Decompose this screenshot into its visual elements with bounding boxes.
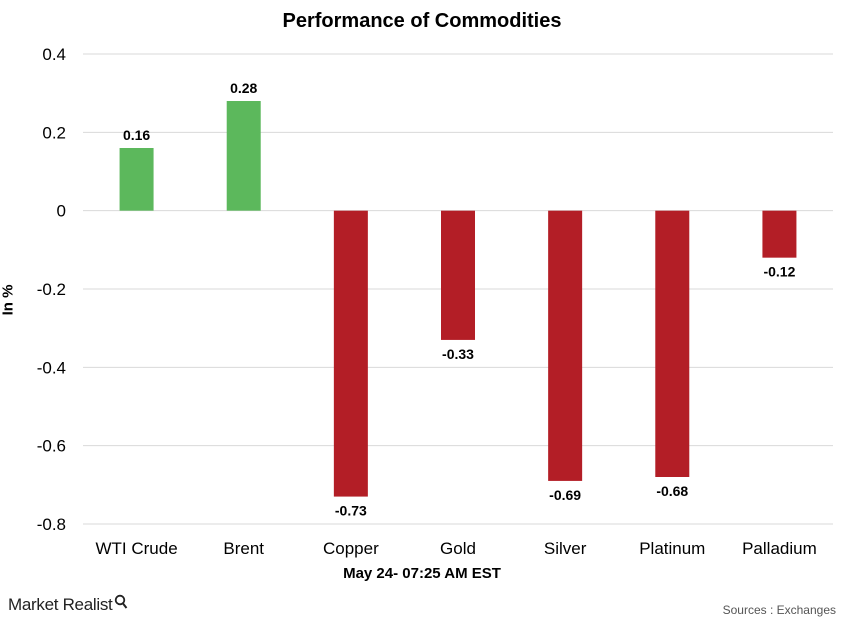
data-label: -0.69 <box>549 487 581 503</box>
x-tick-label: Silver <box>544 539 587 558</box>
bar <box>762 210 797 258</box>
bar <box>226 101 261 211</box>
x-tick-label: Gold <box>440 539 476 558</box>
magnifier-icon <box>114 594 128 615</box>
y-tick-label: -0.4 <box>37 358 66 377</box>
bar <box>441 210 475 340</box>
source-note: Sources : Exchanges <box>722 603 836 617</box>
bar <box>119 148 154 211</box>
x-tick-label: Copper <box>323 539 379 558</box>
y-tick-label: -0.6 <box>37 437 66 456</box>
data-label: 0.28 <box>230 80 257 96</box>
y-tick-label: 0.2 <box>42 123 66 142</box>
chart-title: Performance of Commodities <box>282 10 562 32</box>
data-label: -0.73 <box>335 503 367 519</box>
x-tick-label: Brent <box>223 539 264 558</box>
bar <box>655 210 690 477</box>
y-tick-label: 0 <box>57 202 66 221</box>
data-label: -0.12 <box>763 264 795 280</box>
brand-logo: Market Realist <box>8 594 128 615</box>
x-tick-label: Platinum <box>639 539 705 558</box>
x-tick-label: WTI Crude <box>95 539 177 558</box>
brand-name: Market Realist <box>8 594 113 614</box>
y-tick-label: -0.2 <box>37 280 66 299</box>
data-label: -0.33 <box>442 346 474 362</box>
bar <box>548 210 583 481</box>
data-label: 0.16 <box>123 127 150 143</box>
y-tick-label: 0.4 <box>42 45 66 64</box>
x-axis-label: May 24- 07:25 AM EST <box>343 565 501 582</box>
y-tick-label: -0.8 <box>37 515 66 534</box>
bar <box>333 210 368 497</box>
x-tick-label: Palladium <box>742 539 817 558</box>
data-label: -0.68 <box>656 483 688 499</box>
